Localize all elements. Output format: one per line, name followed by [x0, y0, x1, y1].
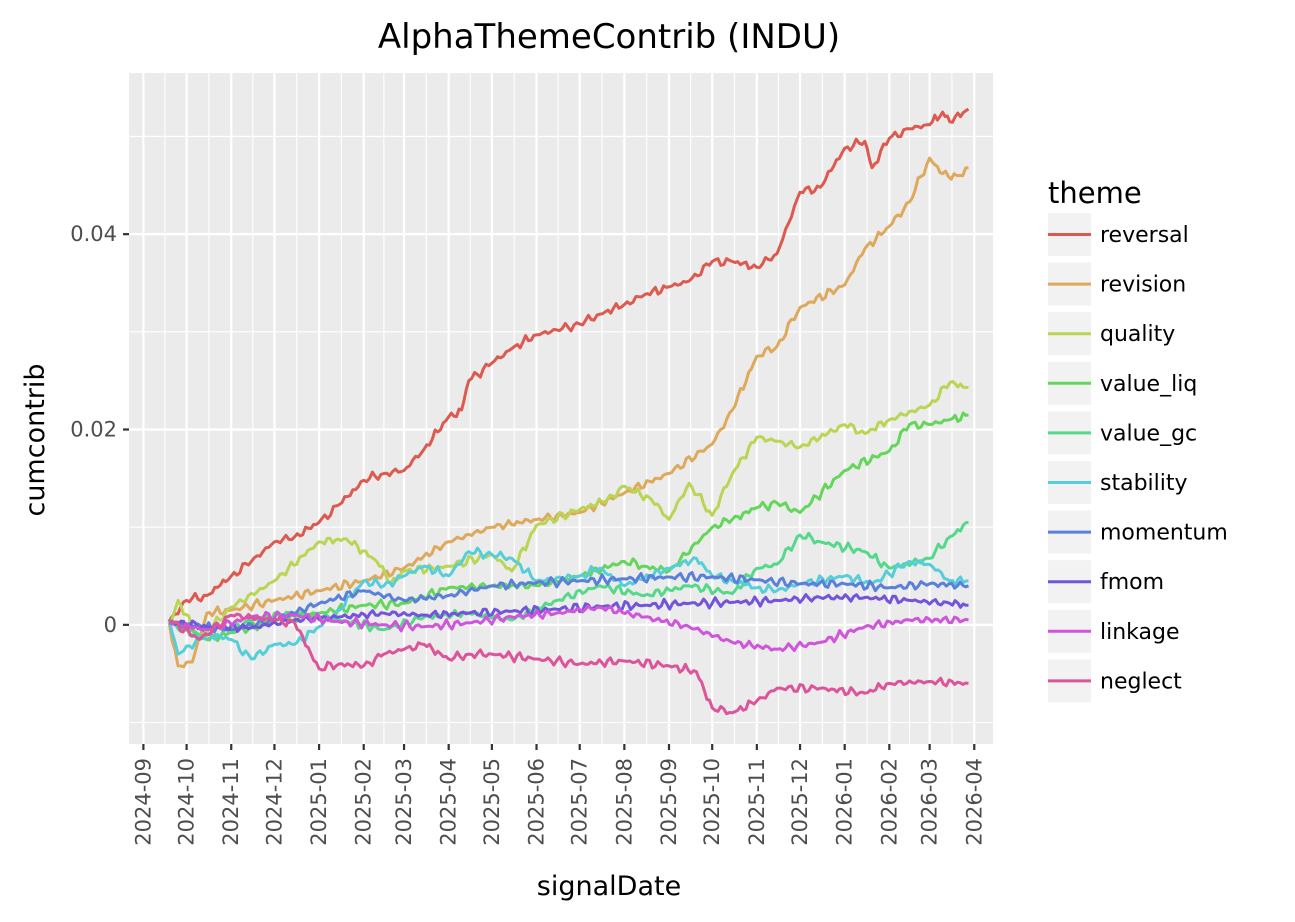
x-tick-label: 2025-11 [745, 758, 769, 846]
legend-label-stability: stability [1100, 471, 1188, 496]
legend: theme reversal revision quality value_liqva… [1048, 176, 1228, 703]
x-tick-label: 2026-02 [877, 758, 901, 846]
y-tick-label: 0 [104, 613, 117, 637]
x-tick-label: 2024-11 [219, 758, 243, 846]
legend-label-linkage: linkage [1100, 620, 1180, 645]
plot-background [129, 73, 993, 744]
x-axis: 2024-09 2024-10 2024-11 2024-12 2025-01 2025-… [131, 744, 986, 846]
legend-label-neglect: neglect [1100, 669, 1182, 694]
y-axis: 0 0.02 0.04 [70, 222, 129, 637]
x-tick-label: 2025-12 [788, 758, 812, 846]
series-line-linkage [168, 604, 969, 653]
x-tick-label: 2026-04 [962, 758, 986, 846]
legend-label-fmom: fmom [1100, 570, 1164, 595]
x-tick-label: 2024-12 [262, 758, 286, 846]
grid-major [129, 73, 993, 744]
y-tick-label: 0.02 [70, 417, 117, 441]
x-tick-label: 2025-03 [392, 758, 416, 846]
y-tick-label: 0.04 [70, 222, 117, 246]
series-layer [167, 107, 970, 716]
legend-label-value_gc: value_gc [1100, 421, 1197, 446]
legend-title: theme [1048, 176, 1142, 210]
x-tick-label: 2026-03 [918, 758, 942, 846]
legend-label-value_liq: value_liq [1100, 372, 1197, 397]
series-line-momentum [169, 571, 970, 634]
x-tick-label: 2025-10 [700, 758, 724, 846]
legend-label-quality: quality [1100, 322, 1175, 347]
x-tick-label: 2024-09 [131, 758, 155, 846]
x-tick-label: 2025-06 [525, 758, 549, 846]
x-tick-label: 2025-01 [307, 758, 331, 846]
x-tick-label: 2025-09 [657, 758, 681, 846]
x-tick-label: 2025-02 [352, 758, 376, 846]
chart-title: AlphaThemeContrib (INDU) [378, 17, 840, 57]
x-tick-label: 2025-07 [568, 758, 592, 846]
x-tick-label: 2026-01 [833, 758, 857, 846]
legend-label-momentum: momentum [1100, 521, 1228, 546]
y-axis-title: cumcontrib [20, 363, 51, 516]
x-tick-label: 2025-04 [437, 758, 461, 846]
series-line-quality [168, 379, 969, 641]
legend-label-revision: revision [1100, 273, 1186, 298]
x-tick-label: 2024-10 [175, 758, 199, 846]
x-axis-title: signalDate [537, 871, 681, 902]
legend-label-reversal: reversal [1100, 223, 1189, 248]
series-line-reversal [168, 107, 970, 622]
x-tick-label: 2025-05 [480, 758, 504, 846]
series-line-neglect [168, 612, 969, 716]
x-tick-label: 2025-08 [612, 758, 636, 846]
